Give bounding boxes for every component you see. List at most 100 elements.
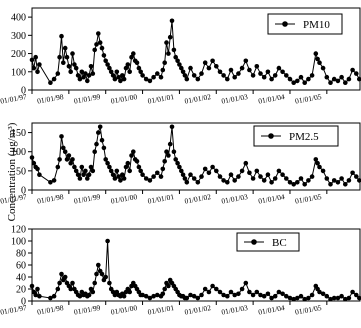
data-point-pm25 xyxy=(221,178,226,183)
y-tick-label: 0 xyxy=(21,186,26,197)
data-point-pm25 xyxy=(265,172,271,177)
data-point-bc xyxy=(103,274,108,280)
y-tick-label: 40 xyxy=(16,273,26,284)
data-point-pm10 xyxy=(83,71,88,76)
data-point-bc xyxy=(92,280,97,286)
data-point-pm10 xyxy=(120,73,125,78)
data-point-bc xyxy=(250,292,256,298)
data-point-pm10 xyxy=(261,74,267,80)
data-point-pm25 xyxy=(70,157,75,162)
y-tick-label: 400 xyxy=(11,13,26,24)
data-point-pm25 xyxy=(138,168,143,174)
data-point-pm25 xyxy=(350,170,355,176)
data-point-bc xyxy=(254,289,260,295)
data-point-bc xyxy=(357,295,361,301)
data-point-bc xyxy=(86,292,92,298)
data-point-pm10 xyxy=(105,62,110,67)
data-point-pm25 xyxy=(195,180,201,185)
data-point-pm10 xyxy=(75,73,81,78)
data-point-pm10 xyxy=(169,18,175,24)
data-point-bc xyxy=(265,291,271,297)
data-point-pm10 xyxy=(179,65,184,71)
data-point-pm25 xyxy=(225,180,230,185)
data-point-bc xyxy=(343,296,348,302)
data-point-pm10 xyxy=(35,69,40,75)
data-point-bc xyxy=(287,295,293,301)
data-point-pm10 xyxy=(175,58,180,64)
data-point-pm25 xyxy=(101,145,107,151)
data-point-pm25 xyxy=(51,178,57,183)
data-point-bc xyxy=(143,293,149,299)
data-point-pm25 xyxy=(199,174,204,179)
data-point-pm10 xyxy=(77,76,83,82)
data-point-pm10 xyxy=(272,73,278,78)
data-point-pm10 xyxy=(191,73,197,78)
data-point-pm10 xyxy=(295,78,300,84)
data-point-pm25 xyxy=(346,178,352,183)
data-point-pm10 xyxy=(350,67,355,73)
legend-label: PM10 xyxy=(303,19,330,31)
x-tick-label: 01/01/98 xyxy=(36,303,64,317)
data-point-bc xyxy=(184,295,190,301)
data-point-pm25 xyxy=(236,174,241,179)
data-point-pm25 xyxy=(143,176,149,181)
x-tick-label: 01/01/03 xyxy=(221,303,249,317)
data-point-bc xyxy=(127,289,132,295)
data-point-pm25 xyxy=(107,164,112,170)
data-point-pm10 xyxy=(99,45,105,51)
data-point-bc xyxy=(206,289,212,295)
data-point-bc xyxy=(55,286,61,292)
y-tick-label: 100 xyxy=(11,237,26,248)
data-point-pm25 xyxy=(328,182,333,187)
data-point-pm10 xyxy=(112,76,118,82)
data-point-pm10 xyxy=(37,62,42,67)
legend-label: PM2.5 xyxy=(289,131,319,143)
data-point-pm10 xyxy=(129,54,134,60)
data-point-pm10 xyxy=(125,62,131,67)
data-point-pm25 xyxy=(280,172,285,177)
data-point-bc xyxy=(51,293,57,299)
data-point-pm25 xyxy=(171,149,177,154)
data-point-bc xyxy=(239,286,245,292)
data-point-pm10 xyxy=(167,34,173,40)
legend-marker xyxy=(282,21,288,27)
data-point-bc xyxy=(105,238,110,244)
data-point-pm25 xyxy=(57,157,62,162)
data-point-bc xyxy=(346,295,352,301)
x-tick-label: 01/01/00 xyxy=(110,192,138,206)
x-tick-label: 01/01/00 xyxy=(110,303,138,317)
data-point-pm25 xyxy=(243,160,249,166)
data-point-pm25 xyxy=(127,168,132,174)
y-axis-label: Concentration (μg/m³) xyxy=(6,122,18,221)
data-point-bc xyxy=(335,295,341,301)
y-tick-label: 120 xyxy=(11,225,26,236)
data-point-pm10 xyxy=(284,73,289,78)
data-point-pm25 xyxy=(169,124,175,130)
data-point-pm25 xyxy=(167,141,173,147)
data-point-pm25 xyxy=(64,157,70,162)
data-point-pm25 xyxy=(160,166,166,172)
data-point-bc xyxy=(62,274,68,280)
data-point-pm10 xyxy=(354,71,359,76)
data-point-pm10 xyxy=(173,54,178,60)
data-point-pm10 xyxy=(134,60,140,65)
data-point-bc xyxy=(140,292,145,298)
legend-box xyxy=(253,125,339,147)
data-point-pm10 xyxy=(206,65,212,71)
data-point-pm10 xyxy=(228,67,234,73)
data-point-pm25 xyxy=(75,172,81,177)
data-point-pm10 xyxy=(291,80,297,85)
x-tick-label: 01/01/01 xyxy=(147,92,175,106)
y-tick-label: 50 xyxy=(16,166,26,177)
data-point-bc xyxy=(328,296,333,302)
data-point-bc xyxy=(199,292,204,298)
data-point-pm25 xyxy=(184,180,190,185)
data-point-bc xyxy=(147,295,153,301)
data-point-pm10 xyxy=(236,71,241,76)
data-point-pm10 xyxy=(55,71,61,76)
data-point-bc xyxy=(210,283,215,289)
data-point-bc xyxy=(160,291,166,297)
plot-frame xyxy=(31,7,361,91)
x-tick-label: 01/01/05 xyxy=(294,192,322,206)
data-point-pm25 xyxy=(83,168,88,174)
